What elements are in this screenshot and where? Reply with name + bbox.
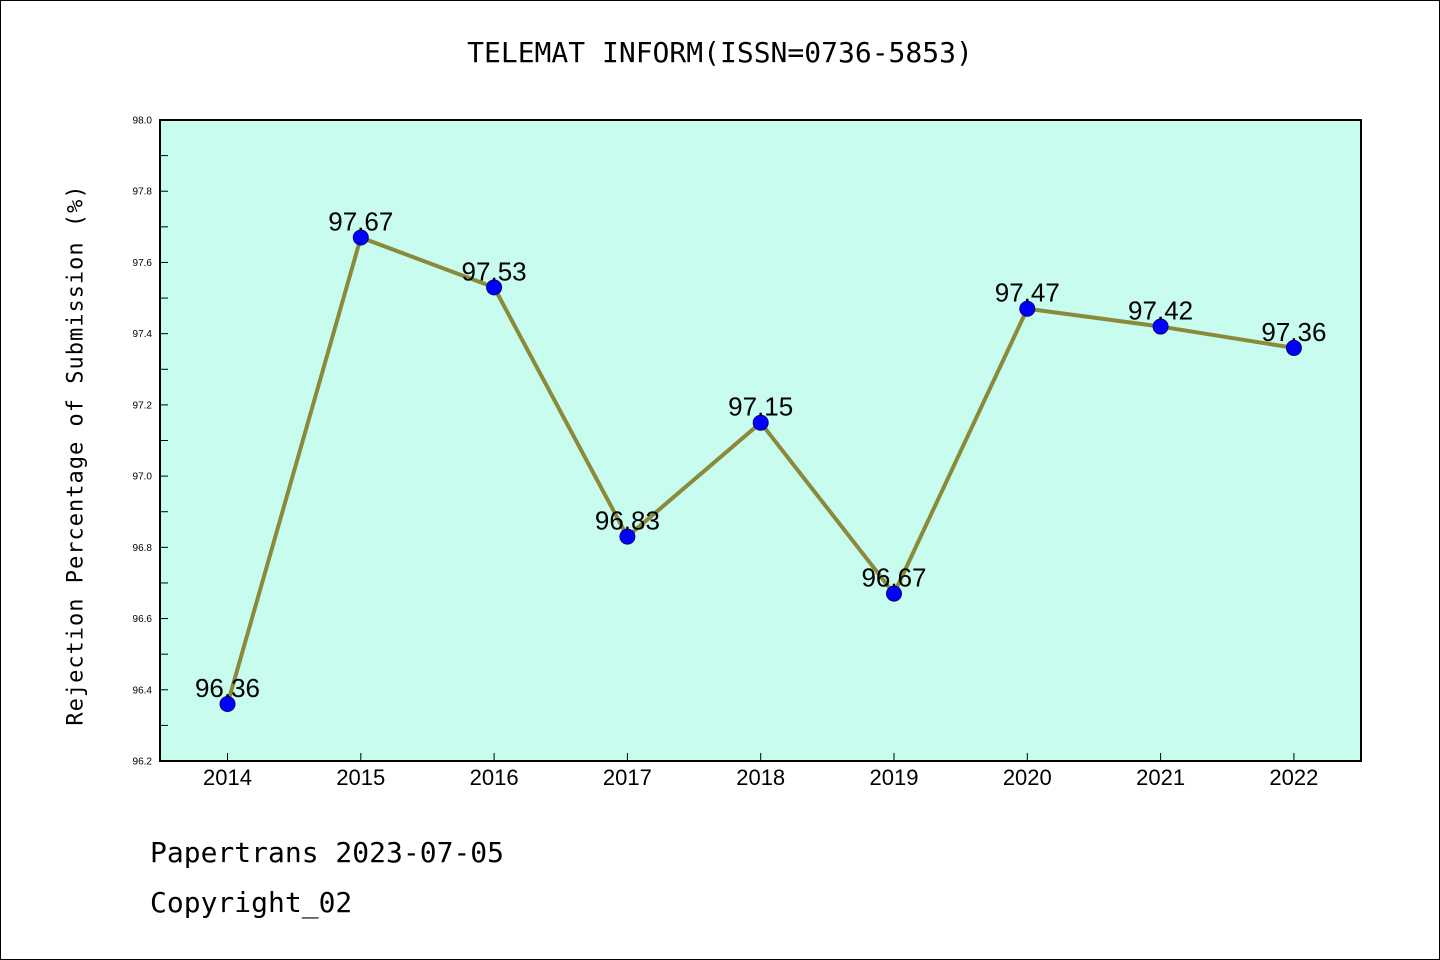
- data-label: 96.83: [595, 506, 660, 536]
- data-label: 97.42: [1128, 296, 1193, 326]
- data-label: 96.67: [861, 563, 926, 593]
- x-tick-label: 2019: [870, 765, 919, 790]
- y-tick-label: 97.2: [133, 400, 153, 411]
- data-point: [1285, 339, 1302, 356]
- x-tick-label: 2021: [1136, 765, 1185, 790]
- data-point: [752, 414, 769, 431]
- y-tick-label: 96.6: [133, 614, 153, 625]
- data-points: [219, 229, 1302, 713]
- data-label: 97.53: [462, 256, 527, 286]
- x-tick-label: 2017: [603, 765, 652, 790]
- plot-area: [159, 119, 1362, 762]
- data-label: 96.36: [195, 673, 260, 703]
- y-axis: 96.2 96.4 96.6 96.8 97.0 97.2 97.4 97.6 97.8 98.0: [133, 116, 168, 768]
- y-tick-label: 97.0: [133, 472, 153, 483]
- chart-title: TELEMAT INFORM(ISSN=0736-5853): [467, 36, 973, 69]
- data-labels: 96.36 97.67 97.53 96.83 97.15 96.67 97.47 97.42…: [195, 207, 1326, 704]
- data-point: [1019, 300, 1036, 317]
- y-tick-label: 97.8: [133, 187, 153, 198]
- data-point: [886, 585, 902, 602]
- data-label: 97.36: [1261, 317, 1326, 347]
- x-tick-label: 2022: [1269, 765, 1318, 790]
- y-tick-label: 96.4: [133, 685, 153, 696]
- data-point: [486, 279, 503, 296]
- data-label: 97.67: [328, 207, 393, 237]
- x-tick-label: 2014: [203, 765, 252, 790]
- y-tick-label: 98.0: [133, 116, 153, 127]
- y-tick-label: 96.8: [133, 543, 153, 554]
- y-tick-label: 96.2: [133, 757, 153, 768]
- data-point: [1152, 318, 1169, 335]
- data-label: 97.15: [728, 392, 793, 422]
- y-tick-label: 97.4: [133, 329, 153, 340]
- data-point: [219, 696, 236, 713]
- x-tick-label: 2016: [470, 765, 519, 790]
- data-label: 97.47: [995, 278, 1060, 308]
- footer-copyright: Copyright_02: [150, 886, 353, 919]
- x-tick-label: 2018: [736, 765, 785, 790]
- data-point: [619, 528, 636, 545]
- footer-date: Papertrans 2023-07-05: [150, 836, 505, 869]
- data-point: [352, 229, 369, 246]
- x-axis: 2014 2015 2016 2017 2018 2019 2020 2021 2022: [203, 753, 1318, 790]
- x-tick-label: 2015: [336, 765, 385, 790]
- y-tick-label: 97.6: [133, 258, 153, 269]
- x-tick-label: 2020: [1003, 765, 1052, 790]
